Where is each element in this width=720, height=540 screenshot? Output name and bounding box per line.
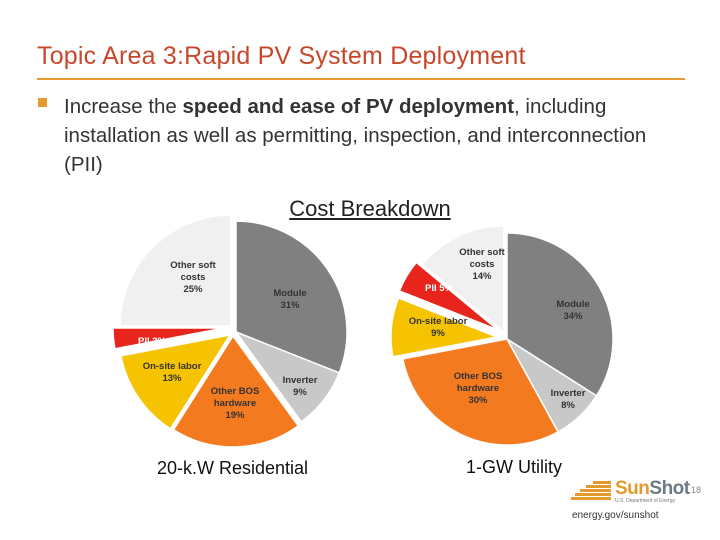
logo-subtitle: U.S. Department of Energy [615,498,676,504]
footer-url[interactable]: energy.gov/sunshot [572,510,659,521]
slide-title: Topic Area 3:Rapid PV System Deployment [37,42,526,70]
cost-breakdown-heading: Cost Breakdown [289,196,451,221]
residential-caption: 20-k.W Residential [157,458,309,478]
pie-0-label-inverter: Inverter 9% [283,375,318,398]
pie-1-slice-other_bos [402,338,560,446]
bullet-text-pre: Increase the [64,95,183,118]
pie-1-label-pii: PII 5% [425,283,454,294]
logo-shot-text: Shot [649,478,690,499]
sun-rays-icon [571,481,611,500]
pie-0-label-other_soft: Other soft costs 25% [170,260,216,295]
sunshot-logo: SunShot U.S. Department of Energy [571,476,691,504]
utility-caption: 1-GW Utility [466,457,562,477]
bullet-text-bold: speed and ease of PV deployment [182,95,515,118]
pie-0-slice-module [235,220,348,374]
pie-0-slice-onsite_labor [120,333,232,430]
title-rule [37,78,685,80]
pie-0-slice-other_soft [119,214,232,327]
pie-1-label-module: Module 34% [556,299,589,322]
pie-0-label-other_bos: Other BOS hardware 19% [211,386,260,421]
pie-1-slice-pii [398,261,499,331]
page-number: 18 [691,485,702,495]
pie-1-slice-other_soft [421,225,505,334]
pie-0-label-onsite_labor: On-site labor 13% [143,361,202,384]
bullet-text: Increase the speed and ease of PV deploy… [64,92,664,179]
logo-sun-text: Sun [615,478,650,499]
pie-0-slice-pii [112,327,225,350]
pie-0-slice-inverter [233,330,341,423]
pie-0-slice-other_bos [172,334,300,448]
pie-1-label-onsite_labor: On-site labor 9% [409,316,468,339]
pie-0-label-pii: PII 3% [138,336,167,347]
pie-1-label-inverter: Inverter 8% [551,388,586,411]
logo-wordmark: SunShot [615,478,690,500]
pie-1-label-other_bos: Other BOS hardware 30% [454,371,503,406]
bullet-text-post: , including installation as well as perm… [64,95,647,176]
pie-0-label-module: Module 31% [273,288,306,311]
pie-1-label-other_soft: Other soft costs 14% [459,247,505,282]
pie-1-slice-onsite_labor [390,297,500,358]
bullet-square-icon [38,98,47,107]
